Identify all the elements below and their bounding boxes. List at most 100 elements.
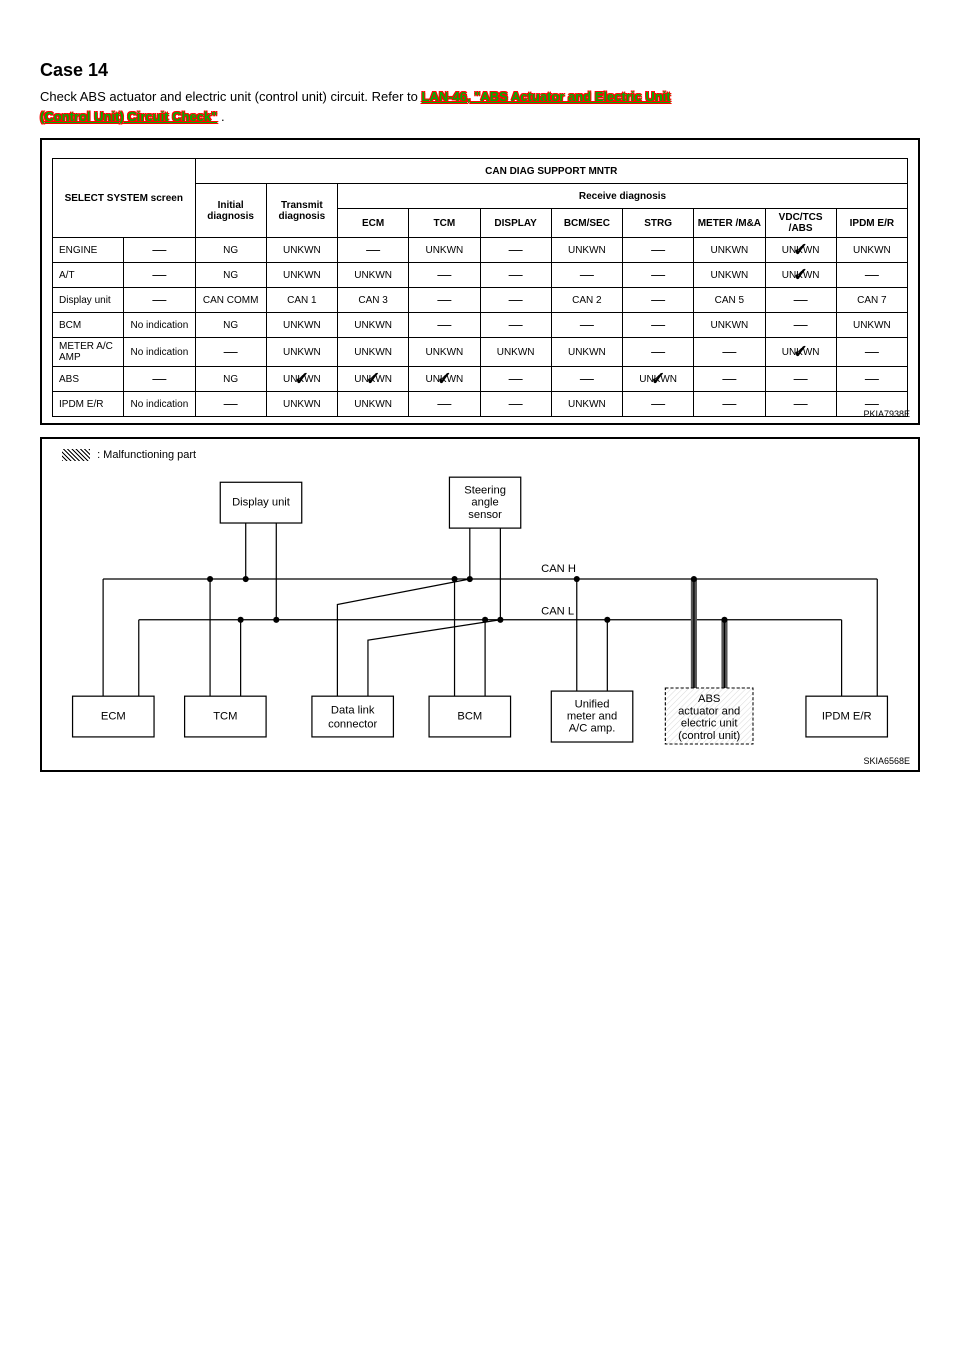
node-dlc-l2: connector [328,719,377,731]
can-l-label: CAN L [541,606,574,618]
cell-rx: — [409,288,480,313]
table-row: BCMNo indicationNGUNKWNUNKWN————UNKWN—UN… [53,313,908,338]
link-lan46-part1[interactable]: LAN-46, "ABS Actuator and Electric Unit [422,89,671,104]
cell-rx: UNKWN✓ [765,238,836,263]
cell-init: NG [195,238,266,263]
cell-rx: — [836,338,907,367]
cell-init: NG [195,313,266,338]
node-meter-l1: Unified [575,698,610,710]
diag-table-figure: SELECT SYSTEM screen CAN DIAG SUPPORT MN… [40,138,920,425]
cell-sys: BCM [53,313,124,338]
cell-tx: UNKWN [266,313,337,338]
table-row: ENGINE—NGUNKWN—UNKWN—UNKWN—UNKWNUNKWN✓UN… [53,238,908,263]
node-ecm-label: ECM [101,710,126,722]
cell-rx: — [480,313,551,338]
node-bcm-label: BCM [457,710,482,722]
cell-rx: — [623,392,694,417]
cell-rx: UNKWN✓ [409,367,480,392]
cell-rx: UNKWN✓ [623,367,694,392]
instr-prefix: Check ABS actuator and electric unit (co… [40,89,422,104]
cell-rx: UNKWN [694,263,765,288]
node-steering-l1: Steering [464,484,506,496]
cell-rx: — [623,238,694,263]
node-abs-l2: actuator and [678,705,740,717]
table-row: Display unit—CAN COMMCAN 1CAN 3——CAN 2—C… [53,288,908,313]
cell-rx: — [338,238,409,263]
cell-rx: UNKWN [836,313,907,338]
cell-rx: — [623,263,694,288]
period: . [221,109,225,124]
cell-ind: No indication [124,338,195,367]
cell-rx: — [480,238,551,263]
th-mntr: CAN DIAG SUPPORT MNTR [195,159,908,184]
cell-rx: UNKWN✓ [765,338,836,367]
cell-rx: — [765,288,836,313]
table-row: IPDM E/RNo indication—UNKWNUNKWN——UNKWN—… [53,392,908,417]
cell-sys: Display unit [53,288,124,313]
cell-rx: UNKWN [338,263,409,288]
cell-rx: — [694,392,765,417]
cell-rx: UNKWN [694,313,765,338]
case-title: Case 14 [40,60,920,81]
cell-tx: UNKWN [266,238,337,263]
cell-tx: UNKWN [266,392,337,417]
cell-rx: UNKWN [480,338,551,367]
instruction-text: Check ABS actuator and electric unit (co… [40,87,920,126]
cell-rx: — [480,367,551,392]
diagram-svg: CAN H CAN L Display unit Steering angle … [42,439,918,770]
cell-rx: UNKWN✓ [338,367,409,392]
cell-rx: UNKWN [551,238,622,263]
cell-rx: UNKWN [551,338,622,367]
cell-sys: A/T [53,263,124,288]
node-abs-l3: electric unit [681,718,738,730]
cell-rx: — [694,367,765,392]
cell-rx: — [480,392,551,417]
cell-rx: UNKWN [694,238,765,263]
th-receive: Receive diagnosis [338,184,908,209]
cell-sys: ABS [53,367,124,392]
node-meter-l2: meter and [567,710,617,722]
cell-rx: UNKWN✓ [765,263,836,288]
can-h-label: CAN H [541,563,576,575]
cell-rx: UNKWN [836,238,907,263]
table-figcode: PKIA7938E [863,409,910,419]
cell-rx: UNKWN [338,313,409,338]
cell-sys: METER A/C AMP [53,338,124,367]
node-meter-l3: A/C amp. [569,723,616,735]
cell-rx: CAN 7 [836,288,907,313]
cell-ind: No indication [124,313,195,338]
node-dlc [312,696,393,737]
link-lan46-part2[interactable]: (Control Unit) Circuit Check" [40,109,217,124]
diagram-figcode: SKIA6568E [863,756,910,766]
cell-init: — [195,392,266,417]
th-transmit: Transmit diagnosis [266,184,337,238]
node-abs-l1: ABS [698,693,720,705]
table-row: A/T—NGUNKWNUNKWN————UNKWNUNKWN✓— [53,263,908,288]
node-ipdm-label: IPDM E/R [822,710,872,722]
cell-sys: IPDM E/R [53,392,124,417]
cell-rx: — [551,367,622,392]
table-row: ABS—NGUNKWN✓UNKWN✓UNKWN✓——UNKWN✓——— [53,367,908,392]
cell-rx: — [551,313,622,338]
cell-rx: — [623,313,694,338]
table-row: METER A/C AMPNo indication — UNKWNUNKWN UNK… [53,338,908,367]
cell-init: NG [195,263,266,288]
cell-rx: — [765,392,836,417]
cell-init: CAN COMM [195,288,266,313]
th-col-6: VDC/TCS /ABS [765,209,836,238]
cell-rx: — [409,392,480,417]
cell-ind: — [124,288,195,313]
cell-rx: CAN 3 [338,288,409,313]
node-steering-l3: sensor [468,509,502,521]
cell-rx: — [409,263,480,288]
cell-rx: CAN 2 [551,288,622,313]
th-col-1: TCM [409,209,480,238]
cell-rx: — [480,288,551,313]
cell-rx: UNKWN [409,238,480,263]
cell-tx: CAN 1 [266,288,337,313]
node-display-label: Display unit [232,497,291,509]
th-initial: Initial diagnosis [195,184,266,238]
diag-table: SELECT SYSTEM screen CAN DIAG SUPPORT MN… [52,158,908,417]
node-tcm-label: TCM [213,710,237,722]
cell-tx: UNKWN✓ [266,367,337,392]
